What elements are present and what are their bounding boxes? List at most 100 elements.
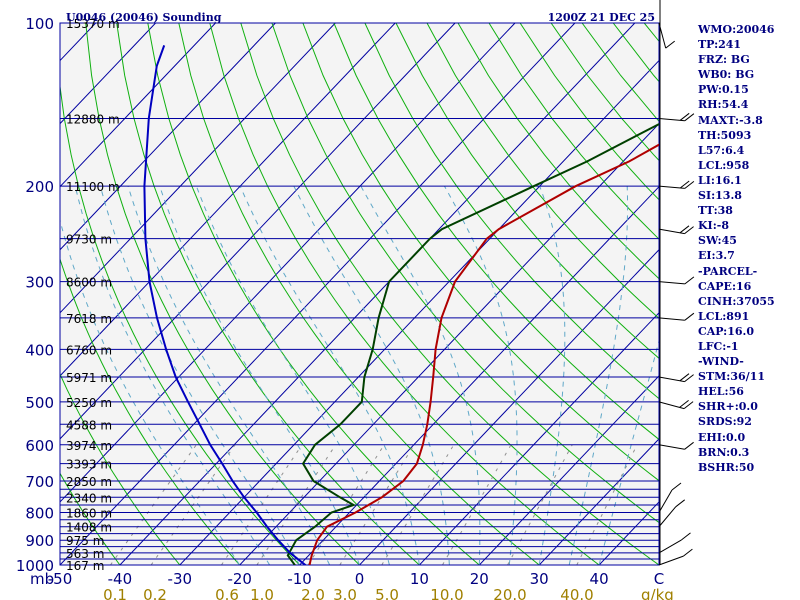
height-label: 11100 m [66,180,120,194]
wind-barb [658,548,693,566]
dry-adiabat-line [60,257,241,565]
isotherm-line [179,59,659,565]
stat-line: TT:38 [698,204,733,218]
dry-adiabat-line [395,23,659,359]
wind-barb-shaft [658,444,685,450]
mixing-ratio-tick-label: 40.0 [560,586,593,600]
temperature-tick-label: 10 [410,570,429,588]
isotherm-line [358,249,659,565]
pressure-tick-label: 1000 [16,557,54,575]
height-label: 1408 m [66,521,112,535]
height-labels: 15370 m 12880 m 11100 m 9730 m 8600 m 7618 m 6… [66,17,120,573]
isobars [59,22,660,566]
stat-line: -WIND- [698,355,744,369]
wind-barb-flag [675,499,686,508]
chart-title: U0046 (20046) Sounding [66,11,222,24]
wind-barb-shaft [658,555,684,566]
isotherm-line [60,23,456,440]
isotherm-line [60,23,516,503]
isotherm-line [60,23,396,377]
height-label: 7618 m [66,312,112,326]
dry-adiabat-line [60,372,181,565]
chart-time: 1200Z 21 DEC 25 [548,11,655,24]
mixing-ratio-tick-label: 0.6 [215,586,239,600]
height-label: 3393 m [66,458,112,472]
isotherm-line [418,312,659,565]
isotherm-line [239,122,659,565]
wind-barb [658,112,695,122]
wind-barb-flag [683,548,693,557]
stat-line: SHR+:0.0 [698,400,758,414]
mixing-ratio-line [256,444,337,565]
dry-adiabat-line [116,23,421,565]
stat-line: PW:0.15 [698,83,749,97]
pressure-tick-label: 900 [25,532,54,550]
isotherm-line [60,23,216,188]
pressure-tick-label: 300 [25,274,54,292]
wind-barb-flag [679,112,690,121]
wind-barb-shaft [658,506,677,528]
stat-line: L57:6.4 [698,143,745,157]
wind-barb-flag [684,441,694,450]
stat-line: KI:-8 [698,219,729,233]
temperature-tick-label: C [654,570,664,588]
stats-panel: WMO:20046 TP:241 FRZ: BG WB0: BG PW:0.15 RH:5… [698,22,798,475]
isotherm-line [60,23,156,125]
isotherms [0,23,659,576]
wind-barb-flag [684,113,695,122]
temperature-tick-label: -40 [108,570,133,588]
height-label: 5971 m [66,371,112,385]
sounding-series [143,45,659,565]
parcel-line [143,45,307,565]
wind-barb [658,482,682,513]
isotherm-line [0,23,36,576]
dry-adiabat-line [85,23,361,565]
wind-barb [658,276,695,285]
mixing-ratio-tick-label: 0.2 [143,586,167,600]
pressure-tick-label: 600 [25,437,54,455]
pressure-tick-label: 100 [25,15,54,33]
temperature-tick-label: -20 [227,570,252,588]
pressure-tick-label: 200 [25,178,54,196]
dry-adiabats [60,23,659,565]
isotherm-line [478,375,659,565]
wind-barb-shaft [658,317,685,321]
wind-barb-flag [679,400,689,408]
stat-line: STM:36/11 [698,370,765,384]
stat-line: -PARCEL- [698,264,758,278]
y-axis-unit: mb [30,570,54,588]
dry-adiabat-line [209,23,600,565]
temperature-tick-label: 30 [530,570,549,588]
height-label: 9730 m [66,233,112,247]
stat-line: FRZ: BG [698,53,750,67]
moist-adiabat-line [239,185,420,565]
height-label: 2850 m [66,475,112,489]
stat-line: MAXT:-3.8 [698,113,763,127]
mixing-ratio-line [339,444,415,565]
dry-adiabat-line [60,472,121,565]
pressure-tick-label: 800 [25,505,54,523]
height-label: 167 m [66,559,104,573]
wind-barb-flag [681,532,691,541]
isotherm-line [60,23,336,314]
stat-line: WMO:20046 [698,23,775,36]
stat-line: WB0: BG [698,68,755,82]
wind-barb-shaft [658,376,685,383]
temperature-line [308,143,659,565]
mixing-ratio-tick-label: 20.0 [493,586,526,600]
wind-barb [658,532,691,554]
wind-barb [658,441,694,450]
wind-barb [658,22,676,49]
height-label: 12880 m [66,112,120,126]
mixing-ratio-line [307,444,385,565]
temperature-tick-label: 0 [355,570,365,588]
stat-line: RH:54.4 [698,98,749,112]
height-label: 8600 m [66,276,112,290]
pressure-tick-labels: 100 200 300 400 500 600 700 800 900 1000 [16,15,54,575]
stat-line: CAPE:16 [698,279,752,293]
mixing-ratio-tick-label: 5.0 [375,586,399,600]
wind-barb-flag [679,180,690,189]
stat-line: HEL:56 [698,385,744,399]
mixing-ratio-tick-label: 2.0 [301,586,325,600]
wind-barb-flag [684,374,694,382]
